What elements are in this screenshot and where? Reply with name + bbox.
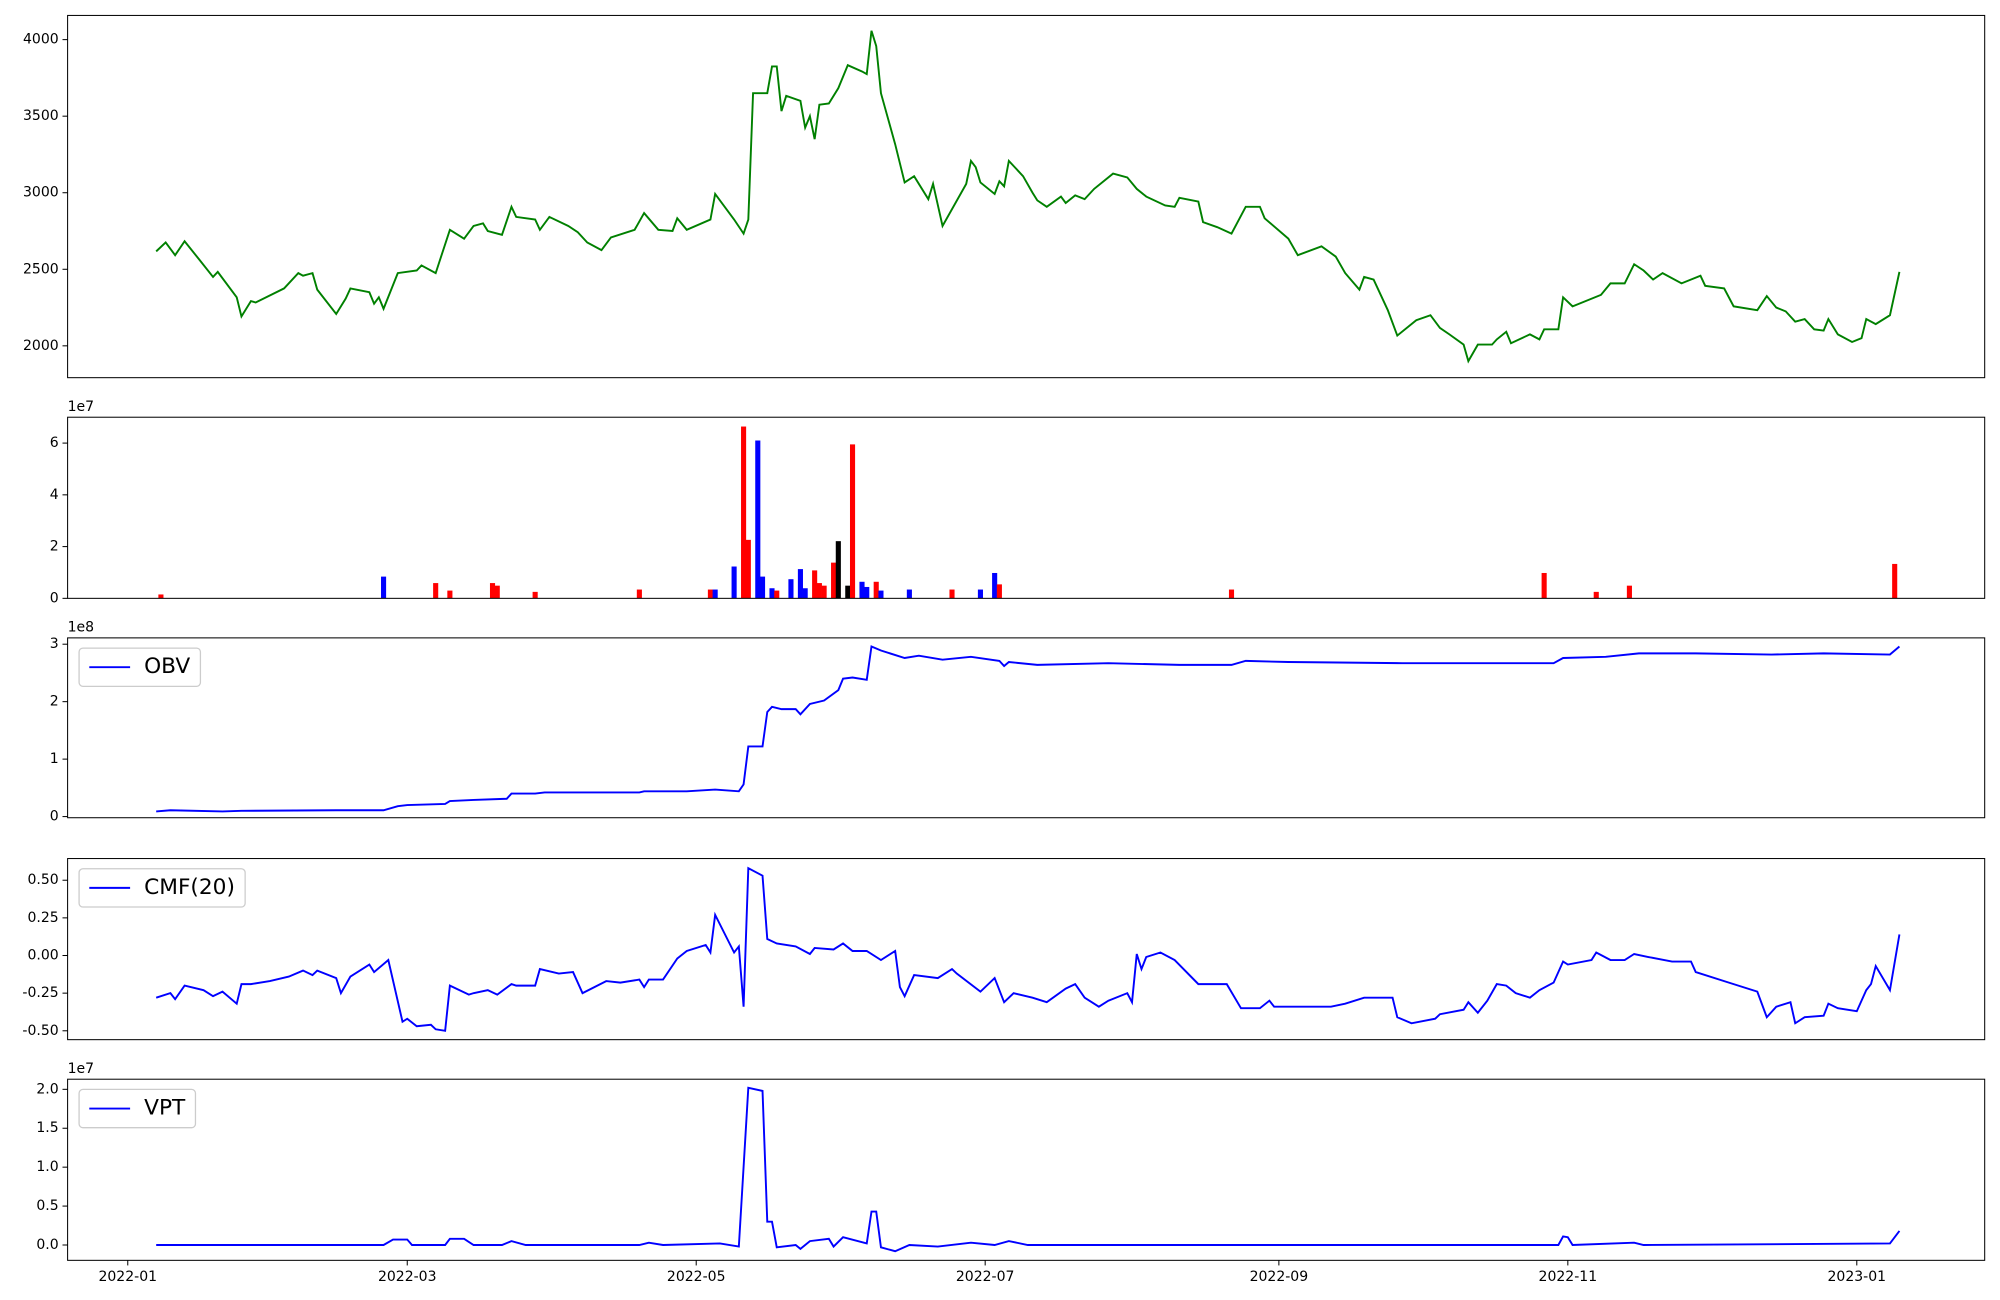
bar [1593,591,1599,599]
line [155,866,1901,1032]
panel: -0.50 -0.25 0.00 0.25 0.50 CMF(20) [22,858,1986,1041]
bar [759,576,766,599]
axes-frame [67,14,1986,379]
bar [1626,585,1632,599]
bar [859,581,865,599]
y-tick-label: 2 [50,694,59,710]
y-tick-label: 3 [50,636,59,652]
legend-text: OBV [144,654,190,679]
y-tick-label: 2 [50,539,59,555]
x-tick-label: 2022-09 [1250,1269,1309,1285]
line [156,645,1901,813]
bar [745,539,751,599]
legend-text: CMF(20) [144,875,235,900]
axes-frame [67,858,1986,1041]
bar [835,541,841,599]
bar [755,440,761,599]
bar [532,591,538,599]
y-tick-label: 0.25 [27,910,58,926]
x-tick-label: 2022-11 [1539,1269,1598,1285]
bar [489,583,496,599]
y-tick-label: 4000 [23,32,59,48]
bar [878,590,884,599]
legend-box [78,868,246,908]
bar [797,569,803,599]
axes-frame [67,416,1986,599]
bar [949,589,955,599]
y-tick-label: 1.0 [36,1159,58,1175]
legend-box [78,1088,197,1129]
bar [741,426,747,599]
y-tick-label: -0.25 [22,985,58,1001]
line [155,30,1901,364]
line [156,1086,1901,1253]
bar [996,584,1002,599]
y-tick-label: 2000 [23,338,59,354]
panel: 0.0 0.5 1.0 1.5 2.0 1e7 2022-01 2022-03 2022-05 2… [36,1061,1986,1285]
bar [1228,589,1235,599]
y-tick-label: 0 [50,590,59,606]
bar [381,576,387,599]
bar [1541,572,1547,599]
bar [831,562,837,599]
bar [494,585,500,599]
y-tick-label: 4 [50,487,59,503]
bar [977,589,983,599]
bar [816,583,822,599]
bar [636,589,642,599]
y-tick-label: -0.50 [22,1023,58,1039]
y-tick-label: 1 [50,751,59,767]
bar [707,589,713,599]
bar [873,581,879,599]
y-tick-label: 3000 [23,185,59,201]
axes-frame [67,637,1986,819]
bar [849,444,856,599]
panel: 2000 2500 3000 3500 4000 [23,14,1986,379]
y-tick-label: 0.50 [27,872,58,888]
offset-text: 1e7 [68,399,94,415]
y-tick-label: 0 [50,809,59,825]
offset-text: 1e7 [68,1061,94,1077]
y-tick-label: 0.5 [36,1198,58,1214]
bar [821,585,827,599]
x-tick-label: 2022-01 [98,1269,157,1285]
y-tick-label: 2.0 [36,1081,58,1097]
bar [864,586,870,599]
bar [906,589,912,599]
x-tick-label: 2022-05 [667,1269,726,1285]
y-tick-label: 6 [50,435,59,451]
bar [447,590,453,599]
y-tick-label: 0.00 [27,948,58,964]
bar [845,585,851,599]
x-tick-label: 2022-07 [956,1269,1015,1285]
bar [731,566,737,599]
bar [774,590,780,599]
bar [788,579,794,599]
legend-text: VPT [144,1096,186,1121]
offset-text: 1e8 [68,620,94,636]
axes-frame [67,1078,1986,1261]
y-tick-label: 3500 [23,108,59,124]
bar [158,594,164,599]
bar [812,570,818,599]
bar [769,588,775,599]
bar [433,583,439,599]
legend-box [78,647,202,687]
y-tick-label: 2500 [23,261,59,277]
bar [992,572,998,599]
bar [1892,563,1898,599]
y-tick-label: 0.0 [36,1237,58,1253]
x-tick-label: 2022-03 [378,1269,437,1285]
x-tick-label: 2023-01 [1828,1269,1887,1285]
bar [802,588,808,599]
bar [712,589,718,599]
y-tick-label: 1.5 [36,1120,58,1136]
panel: 0 2 4 6 1e7 [50,399,1986,606]
panel: 0 1 2 3 1e8 OBV [50,620,1986,825]
